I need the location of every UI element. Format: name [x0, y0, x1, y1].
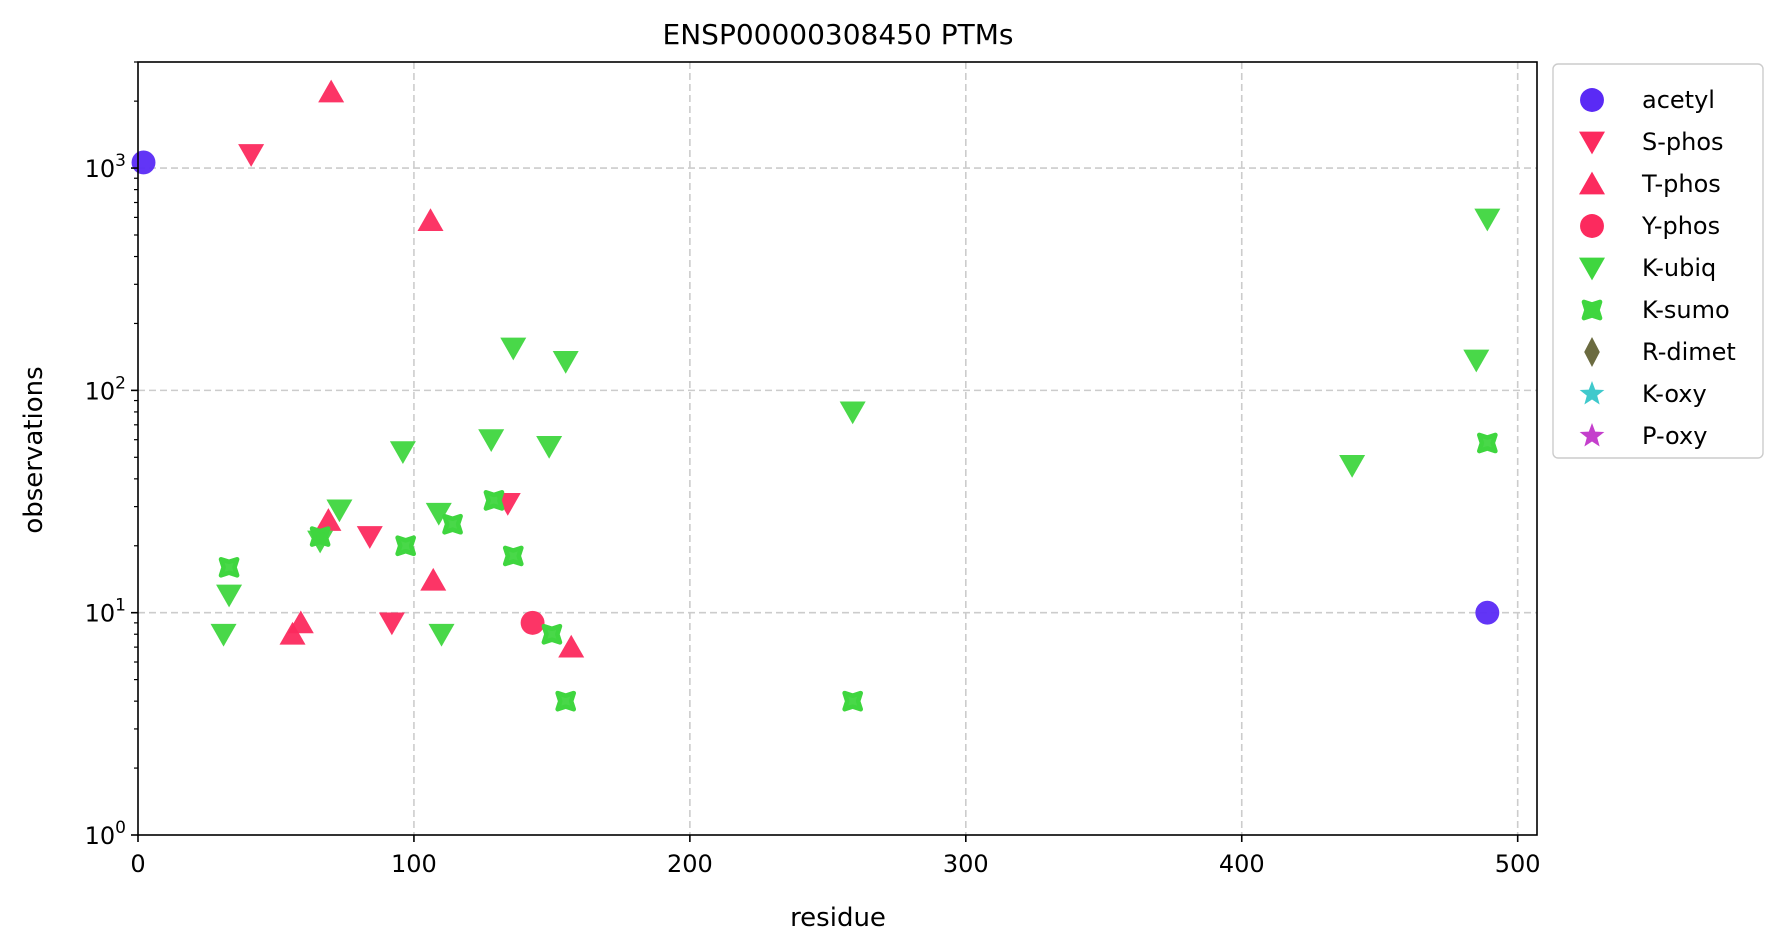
data-point-k-ubiq — [326, 499, 353, 523]
data-point-k-ubiq — [389, 441, 416, 465]
legend-marker-k-oxy — [1579, 381, 1605, 405]
legend-label-r-dimet: R-dimet — [1642, 338, 1736, 366]
legend-marker-s-phos — [1579, 131, 1605, 155]
data-point-t-phos — [287, 610, 314, 634]
data-point-k-ubiq — [478, 429, 505, 453]
y-tick-label: 102 — [85, 373, 126, 405]
legend-label-k-oxy: K-oxy — [1642, 380, 1707, 408]
legend-marker-k-sumo — [1581, 299, 1603, 321]
data-point-k-sumo — [309, 526, 331, 547]
data-point-k-sumo — [555, 690, 577, 712]
legend-label-k-ubiq: K-ubiq — [1642, 254, 1716, 282]
y-tick-label: 103 — [85, 151, 126, 183]
data-point-k-sumo — [395, 535, 416, 557]
data-point-k-ubiq — [536, 435, 563, 459]
data-points — [131, 79, 1501, 712]
data-point-k-ubiq — [500, 337, 527, 361]
data-point-t-phos — [420, 567, 447, 591]
legend-marker-acetyl — [1580, 88, 1604, 112]
legend-marker-t-phos — [1579, 171, 1605, 195]
data-point-t-phos — [318, 79, 345, 103]
data-point-k-sumo — [541, 623, 563, 645]
data-point-s-phos — [378, 612, 405, 636]
legend-label-y-phos: Y-phos — [1641, 212, 1720, 240]
data-point-k-ubiq — [839, 401, 866, 425]
data-point-s-phos — [356, 526, 383, 549]
legend-label-acetyl: acetyl — [1642, 86, 1715, 114]
x-tick-label: 400 — [1219, 850, 1265, 878]
data-point-y-phos — [520, 610, 545, 635]
x-tick-label: 0 — [130, 850, 145, 878]
data-point-k-sumo — [483, 490, 505, 511]
x-tick-label: 100 — [391, 850, 437, 878]
legend-label-t-phos: T-phos — [1641, 170, 1721, 198]
data-point-k-ubiq — [552, 351, 579, 374]
legend-box — [1552, 63, 1764, 459]
legend-marker-r-dimet — [1584, 337, 1600, 367]
x-axis-label: residue — [790, 903, 886, 933]
data-point-k-sumo — [502, 545, 524, 567]
data-point-k-ubiq — [210, 623, 237, 647]
legend-label-k-sumo: K-sumo — [1642, 296, 1730, 324]
data-point-t-phos — [315, 508, 342, 531]
data-point-k-sumo — [1476, 432, 1498, 454]
data-point-s-phos — [238, 144, 265, 167]
legend-marker-k-ubiq — [1579, 257, 1605, 281]
data-point-acetyl — [131, 150, 156, 175]
data-point-k-ubiq — [1474, 208, 1501, 232]
y-tick-label: 100 — [85, 818, 126, 850]
chart-title: ENSP00000308450 PTMs — [663, 18, 1014, 51]
data-point-k-sumo — [218, 556, 240, 578]
data-point-t-phos — [417, 208, 444, 232]
legend-marker-p-oxy — [1579, 423, 1605, 447]
data-point-k-sumo — [842, 690, 864, 712]
legend-marker-y-phos — [1580, 214, 1604, 238]
legend-label-p-oxy: P-oxy — [1642, 422, 1707, 450]
legend-label-s-phos: S-phos — [1642, 128, 1724, 156]
data-point-t-phos — [558, 634, 585, 658]
data-point-acetyl — [1475, 600, 1500, 625]
data-point-k-sumo — [442, 513, 463, 535]
grid — [138, 62, 1537, 835]
data-point-k-ubiq — [425, 502, 452, 526]
x-tick-label: 200 — [667, 850, 713, 878]
data-point-k-ubiq — [1339, 454, 1366, 478]
data-point-k-ubiq — [1463, 349, 1490, 373]
legend: acetyl S-phos T-phos Y-phos K-ubiq K-sumo R-di… — [1552, 63, 1764, 459]
plot-frame — [137, 61, 1538, 836]
x-tick-label: 500 — [1495, 850, 1541, 878]
x-tick-label: 300 — [943, 850, 989, 878]
y-axis-label: observations — [19, 366, 49, 533]
data-point-k-ubiq — [216, 584, 243, 608]
y-tick-label: 101 — [85, 596, 126, 628]
data-point-k-ubiq — [428, 623, 455, 647]
